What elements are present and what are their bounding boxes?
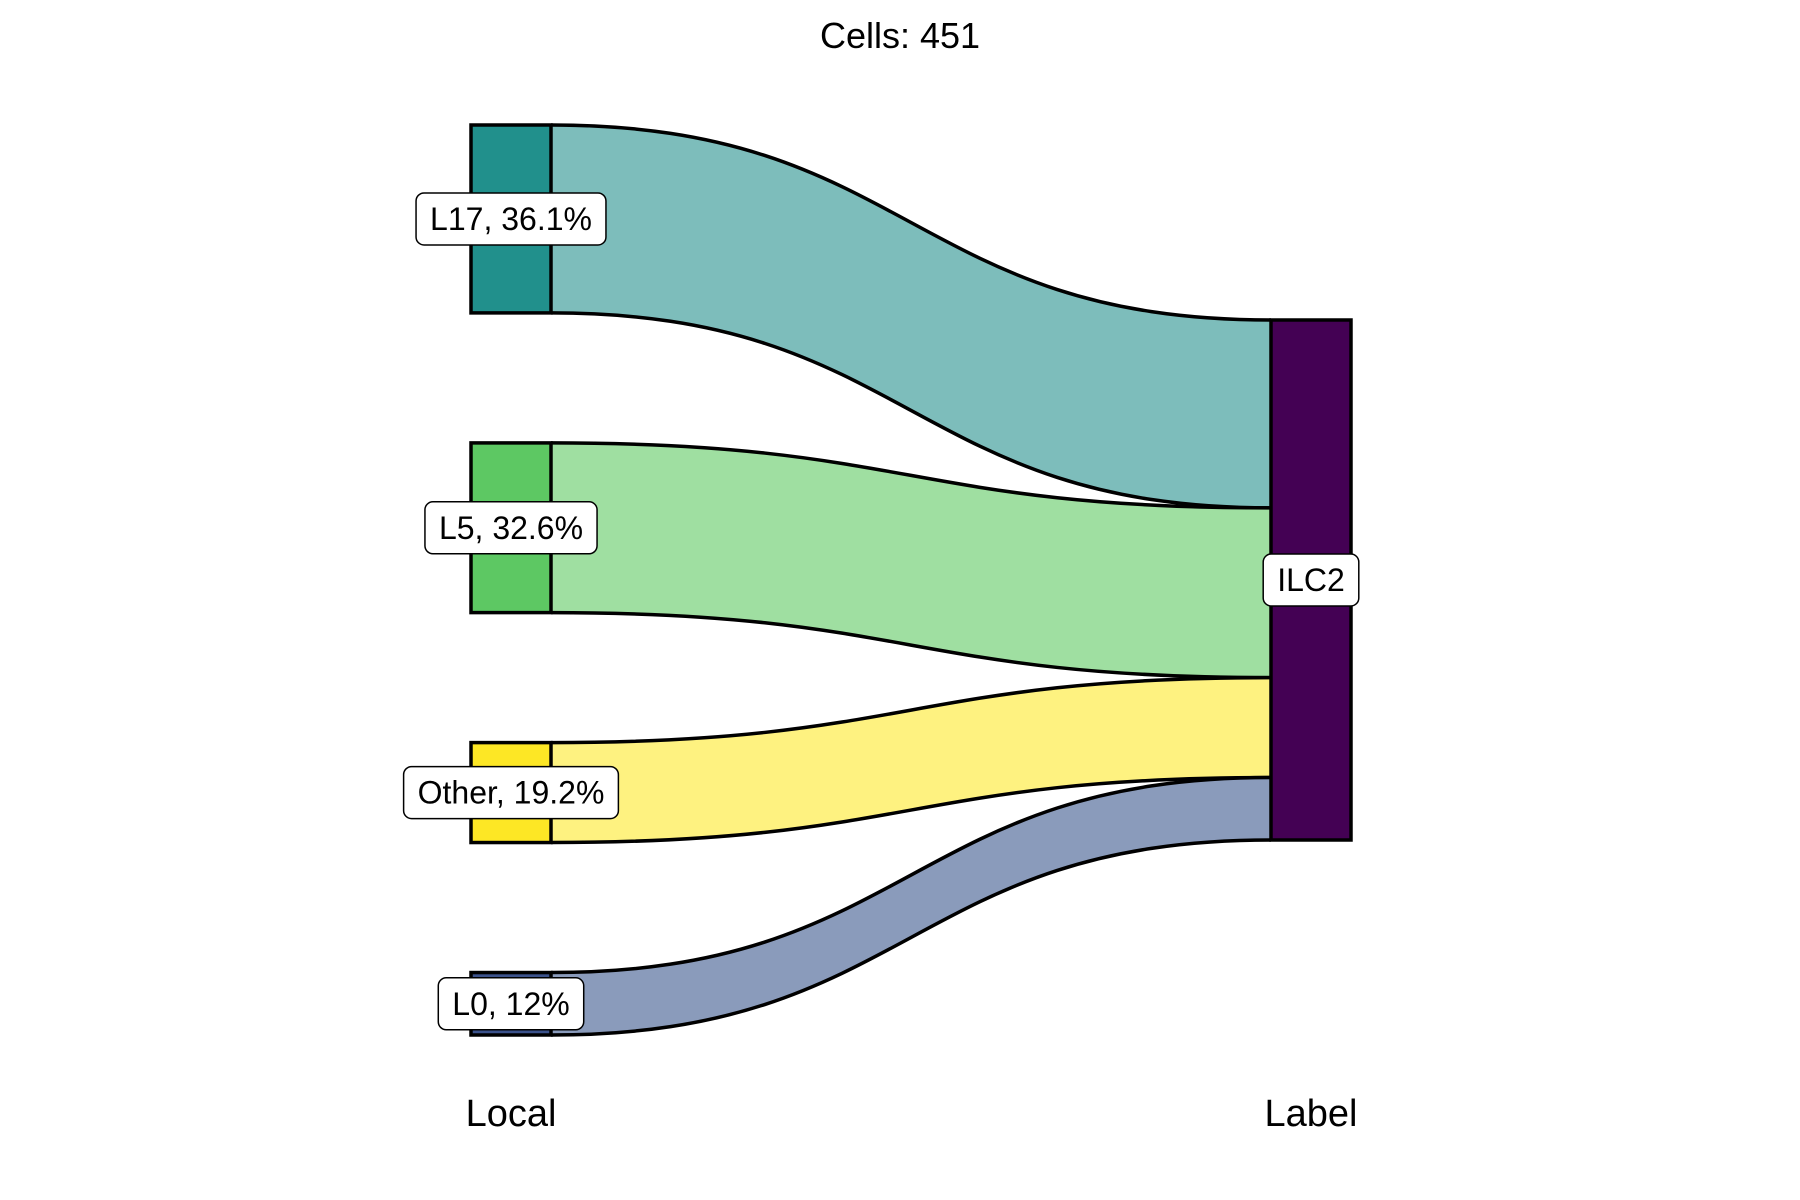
flow-edge-bottom-l17 xyxy=(550,311,1272,510)
label-other-text: Other, 19.2% xyxy=(418,775,605,811)
flow-l17-to-ilc2 xyxy=(551,125,1271,508)
label-l0-text: L0, 12% xyxy=(452,986,569,1022)
flows-layer xyxy=(550,123,1272,1037)
label-l0: L0, 12% xyxy=(437,977,585,1031)
label-other: Other, 19.2% xyxy=(402,765,620,820)
flow-edge-top-l17 xyxy=(550,123,1272,322)
label-l5: L5, 32.6% xyxy=(424,501,598,555)
label-ilc2: ILC2 xyxy=(1262,553,1360,607)
label-l5-text: L5, 32.6% xyxy=(439,510,583,546)
label-other-box xyxy=(402,765,620,820)
label-l5-box xyxy=(424,501,598,555)
left-axis-label: Local xyxy=(466,1093,557,1135)
flow-edge-top-l0 xyxy=(550,775,1272,975)
flow-edge-bottom-l0 xyxy=(550,838,1272,1037)
flow-edge-top-l5 xyxy=(550,441,1272,510)
label-ilc2-text: ILC2 xyxy=(1277,562,1345,598)
chart-title: Cells: 451 xyxy=(820,15,980,56)
flow-other-to-ilc2 xyxy=(551,677,1271,843)
label-l17: L17, 36.1% xyxy=(415,192,607,246)
labels-layer: L17, 36.1% L5, 32.6% Other, 19.2% L0, 12% IL… xyxy=(402,192,1360,1031)
label-l0-box xyxy=(437,977,585,1031)
label-ilc2-box xyxy=(1262,553,1360,607)
flow-edge-bottom-l5 xyxy=(550,610,1272,680)
right-axis-label: Label xyxy=(1265,1093,1358,1135)
flow-edge-bottom-other xyxy=(550,775,1272,845)
label-l17-box xyxy=(415,192,607,246)
flow-edge-top-other xyxy=(550,675,1272,745)
flow-l0-to-ilc2 xyxy=(551,777,1271,1035)
label-l17-text: L17, 36.1% xyxy=(430,201,592,237)
